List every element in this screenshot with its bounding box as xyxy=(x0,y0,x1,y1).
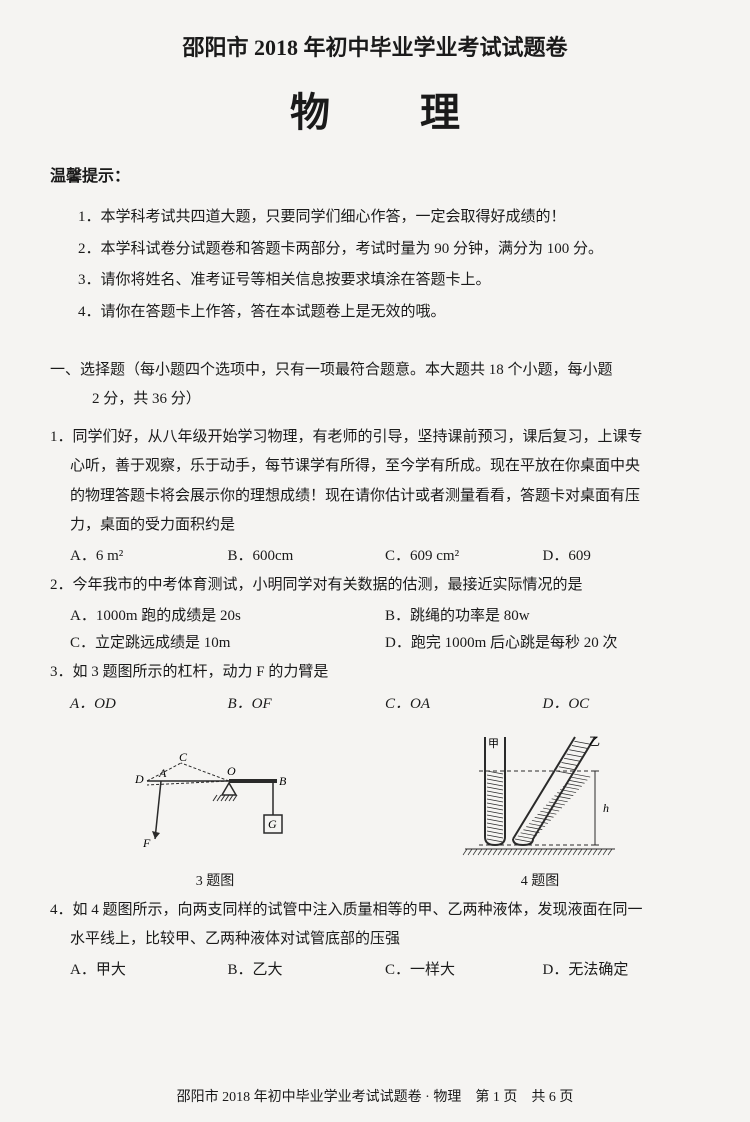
option-c: C．一样大 xyxy=(385,958,543,979)
option-b: B．600cm xyxy=(228,544,386,565)
option-c: C．609 cm² xyxy=(385,544,543,565)
q-text: 心听，善于观察，乐于动手，每节课学有所得，至今学有所成。现在平放在你桌面中央 xyxy=(70,452,700,481)
svg-text:C: C xyxy=(179,750,188,764)
exam-header: 邵阳市 2018 年初中毕业学业考试试题卷 xyxy=(50,30,700,62)
svg-text:A: A xyxy=(158,766,167,780)
section-1-title: 一、选择题（每小题四个选项中，只有一项最符合题意。本大题共 18 个小题，每小题… xyxy=(50,356,700,413)
option-c: C．立定跳远成绩是 10m xyxy=(70,631,385,652)
hint-list: 1．本学科考试共四道大题，只要同学们细心作答，一定会取得好成绩的！ 2．本学科试… xyxy=(78,202,700,328)
question-3: 3．如 3 题图所示的杠杆，动力 F 的力臂是 xyxy=(50,658,700,687)
subject-title: 物 理 xyxy=(50,80,700,138)
q-text: 如 3 题图所示的杠杆，动力 F 的力臂是 xyxy=(73,664,329,680)
option-d: D．跑完 1000m 后心跳是每秒 20 次 xyxy=(385,631,700,652)
option-b: B．乙大 xyxy=(228,958,386,979)
figure-3-caption: 3 题图 xyxy=(125,870,305,890)
option-d: D．OC xyxy=(543,692,701,713)
svg-text:B: B xyxy=(279,774,287,788)
svg-text:G: G xyxy=(268,817,277,831)
figures-row: G DAC O B F 3 题图 甲 乙 h 4 题图 xyxy=(50,727,700,890)
figure-4-caption: 4 题图 xyxy=(455,870,625,890)
q3-options: A．OD B．OF C．OA D．OC xyxy=(70,692,700,713)
option-a: A．6 m² xyxy=(70,544,228,565)
option-a: A．甲大 xyxy=(70,958,228,979)
q-text: 同学们好，从八年级开始学习物理，有老师的引导，坚持课前预习，课后复习，上课专 xyxy=(73,429,643,445)
q-text: 水平线上，比较甲、乙两种液体对试管底部的压强 xyxy=(70,925,700,954)
question-2: 2．今年我市的中考体育测试，小明同学对有关数据的估测，最接近实际情况的是 xyxy=(50,571,700,600)
svg-text:D: D xyxy=(134,772,144,786)
section-line: 2 分，共 36 分） xyxy=(92,385,700,414)
q-text: 力，桌面的受力面积约是 xyxy=(70,511,700,540)
q-text: 今年我市的中考体育测试，小明同学对有关数据的估测，最接近实际情况的是 xyxy=(73,577,583,593)
q-text: 如 4 题图所示，向两支同样的试管中注入质量相等的甲、乙两种液体，发现液面在同一 xyxy=(73,902,643,918)
q-number: 1． xyxy=(50,429,73,445)
svg-text:甲: 甲 xyxy=(488,738,499,750)
page-footer: 邵阳市 2018 年初中毕业学业考试试题卷 · 物理 第 1 页 共 6 页 xyxy=(0,1086,750,1106)
q2-options-row2: C．立定跳远成绩是 10m D．跑完 1000m 后心跳是每秒 20 次 xyxy=(70,631,700,652)
hint-item: 1．本学科考试共四道大题，只要同学们细心作答，一定会取得好成绩的！ xyxy=(78,202,700,234)
svg-text:F: F xyxy=(142,836,151,850)
svg-text:h: h xyxy=(603,801,609,815)
question-1: 1．同学们好，从八年级开始学习物理，有老师的引导，坚持课前预习，课后复习，上课专… xyxy=(50,423,700,540)
option-c: C．OA xyxy=(385,692,543,713)
option-b: B．跳绳的功率是 80w xyxy=(385,604,700,625)
option-b: B．OF xyxy=(228,692,386,713)
option-a: A．1000m 跑的成绩是 20s xyxy=(70,604,385,625)
q-number: 2． xyxy=(50,577,73,593)
hint-item: 2．本学科试卷分试题卷和答题卡两部分，考试时量为 90 分钟，满分为 100 分… xyxy=(78,234,700,266)
figure-3: G DAC O B F 3 题图 xyxy=(125,747,305,890)
question-4: 4．如 4 题图所示，向两支同样的试管中注入质量相等的甲、乙两种液体，发现液面在… xyxy=(50,896,700,955)
q1-options: A．6 m² B．600cm C．609 cm² D．609 xyxy=(70,544,700,565)
svg-text:乙: 乙 xyxy=(589,735,600,748)
option-d: D．609 xyxy=(543,544,701,565)
q-number: 3． xyxy=(50,664,73,680)
tubes-diagram-icon: 甲 乙 h xyxy=(455,727,625,857)
section-line: 一、选择题（每小题四个选项中，只有一项最符合题意。本大题共 18 个小题，每小题 xyxy=(50,356,700,385)
q-text: 的物理答题卡将会展示你的理想成绩！现在请你估计或者测量看看，答题卡对桌面有压 xyxy=(70,482,700,511)
hint-item: 3．请你将姓名、准考证号等相关信息按要求填涂在答题卡上。 xyxy=(78,265,700,297)
q-number: 4． xyxy=(50,902,73,918)
svg-text:O: O xyxy=(227,764,236,778)
lever-diagram-icon: G DAC O B F xyxy=(125,747,305,857)
q4-options: A．甲大 B．乙大 C．一样大 D．无法确定 xyxy=(70,958,700,979)
figure-4: 甲 乙 h 4 题图 xyxy=(455,727,625,890)
option-d: D．无法确定 xyxy=(543,958,701,979)
hint-item: 4．请你在答题卡上作答，答在本试题卷上是无效的哦。 xyxy=(78,297,700,329)
hint-title: 温馨提示： xyxy=(50,162,700,186)
q2-options-row1: A．1000m 跑的成绩是 20s B．跳绳的功率是 80w xyxy=(70,604,700,625)
option-a: A．OD xyxy=(70,692,228,713)
